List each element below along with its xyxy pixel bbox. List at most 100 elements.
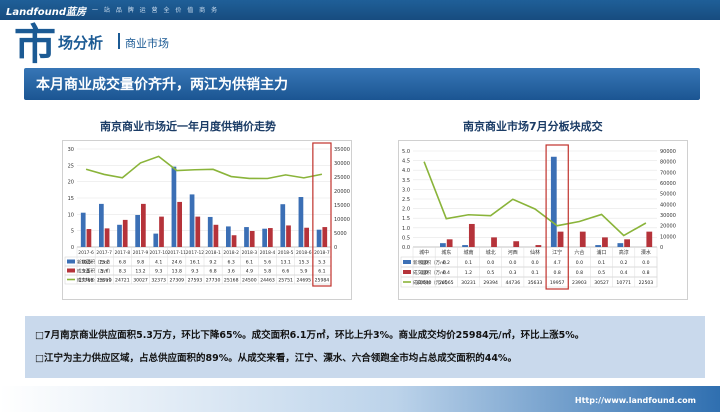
- chart1-table-cell: 27730: [206, 278, 221, 284]
- chart2-legend-swatch: [403, 260, 411, 264]
- chart1-table-cell: 27768: [79, 278, 94, 284]
- chart1-bar-deal: [177, 201, 183, 247]
- chart2-table-cell: 0.8: [554, 270, 561, 276]
- chart2-y2tick-label: 30000: [660, 213, 676, 219]
- chart2-category-label: 仙林: [530, 249, 540, 256]
- chart1-bar-deal: [231, 235, 237, 247]
- chart2-bar-deal: [602, 237, 608, 247]
- chart1-y2tick-label: 10000: [334, 217, 350, 223]
- chart1-y2tick-label: 15000: [334, 203, 350, 209]
- chart1-ytick-label: 20: [68, 180, 74, 186]
- section-divider: [118, 33, 120, 49]
- chart1-category-label: 2018-4: [260, 250, 276, 256]
- chart1-table-cell: 13.2: [135, 269, 145, 275]
- chart1-category-label: 2018-7: [314, 250, 330, 256]
- chart2-table-cell: 0.4: [443, 270, 450, 276]
- chart1-table-cell: 6.1: [246, 260, 253, 266]
- chart2-y2tick-label: 20000: [660, 224, 676, 230]
- chart1-table-cell: 3.6: [228, 269, 235, 275]
- chart1-category-label: 2017-12: [186, 250, 205, 256]
- chart1-y2tick-label: 0: [334, 245, 337, 251]
- chart2-table-cell: 0.5: [598, 270, 605, 276]
- chart1-table-cell: 30027: [133, 278, 148, 284]
- brand-slogan: 一 站 品 牌 运 营 全 价 值 商 务: [92, 7, 220, 14]
- chart1-table-cell: 6.1: [318, 269, 325, 275]
- chart1-table-cell: 6.8: [119, 260, 126, 266]
- chart1-table-cell: 5.8: [264, 269, 271, 275]
- headline-banner: 本月商业成交量价齐升，两江为供销主力: [24, 68, 700, 100]
- chart2-category-label: 溧水: [641, 249, 651, 256]
- chart2-table-cell: 44736: [506, 280, 521, 286]
- chart1-y2tick-label: 25000: [334, 175, 350, 181]
- chart2-ytick-label: 3.0: [402, 187, 410, 193]
- chart2-bar-deal: [579, 231, 586, 247]
- chart1-bar-deal: [213, 224, 219, 247]
- chart2-table-cell: 0.0: [642, 260, 649, 266]
- chart1-bar-deal: [159, 216, 164, 247]
- chart1-bar-supply: [207, 216, 213, 247]
- chart2-legend-label: 新增面积（万㎡）: [413, 259, 449, 266]
- chart2-y2tick-label: 40000: [660, 202, 676, 208]
- chart1-bar-supply: [280, 204, 286, 247]
- chart2-bar-deal: [646, 231, 653, 247]
- chart2-table-cell: 80000: [417, 280, 432, 286]
- chart2-bar-deal: [513, 241, 520, 247]
- chart2-table-cell: 0.1: [465, 260, 472, 266]
- chart1-bar-supply: [135, 214, 140, 247]
- chart2-table-cell: 30527: [594, 280, 609, 286]
- chart2-frame: 0.0 0.5 1.0 1.5 2.0 2.5 3.0 3.5 4.0 4.5 5.0 0 10000 2…: [398, 140, 688, 300]
- chart1-y2tick-label: 5000: [334, 231, 347, 237]
- section-title: 场分析: [58, 34, 104, 52]
- chart2-highlight-box: [545, 144, 569, 290]
- chart1-category-label: 2018-2: [223, 250, 239, 256]
- chart2-category-label: 城东: [441, 249, 451, 256]
- chart2-y2tick-label: 0: [660, 245, 663, 251]
- chart2-ytick-label: 1.5: [402, 216, 410, 222]
- chart1-legend-label: 成交均价（元/㎡）: [77, 277, 115, 284]
- chart1-price-line: [85, 155, 323, 180]
- chart1-table-cell: 9.3: [191, 269, 198, 275]
- chart2-title: 南京商业市场7月分板块成交: [463, 120, 603, 133]
- chart2-table-cell: 0.1: [598, 260, 605, 266]
- summary-line-1: □7月南京商业供应面积5.3万方，环比下降65%。成交面积6.1万㎡，环比上升3…: [35, 330, 585, 341]
- brand-logo: Landfound蓝房: [6, 7, 87, 18]
- chart2-table-cell: 0.0: [531, 260, 538, 266]
- chart1-table-cell: 25984: [315, 278, 330, 284]
- chart1-y2tick-label: 30000: [334, 161, 350, 167]
- chart1-category-label: 2017-6: [78, 250, 94, 256]
- chart2-table-cell: 0.2: [443, 260, 450, 266]
- chart1-bar-supply: [316, 229, 322, 247]
- chart2-legend-label: 成交均价（元/㎡）: [413, 279, 451, 286]
- chart2-y2tick-label: 10000: [660, 234, 676, 240]
- chart1-ytick-label: 15: [68, 196, 74, 202]
- chart1-ytick-label: 30: [68, 147, 74, 153]
- chart1-svg: 0 5 10 15 20 25 30 0 5000 10000 15000 20000 25000 300…: [64, 142, 350, 287]
- summary-line-2: □江宁为主力供应区域，占总供应面积的89%。从成交来看，江宁、溧水、六合领跑全市…: [35, 353, 517, 364]
- chart1-bar-supply: [189, 194, 195, 247]
- chart1-table-cell: 25919: [97, 278, 112, 284]
- chart2-table-cell: 0.0: [420, 270, 427, 276]
- chart2-y2tick-label: 70000: [660, 170, 676, 176]
- chart2-category-label: 城中: [419, 249, 429, 256]
- chart2-table-cell: 1.2: [465, 270, 472, 276]
- chart1-table-cell: 9.3: [155, 269, 162, 275]
- footer-url: Http://www.landfound.com: [574, 396, 696, 405]
- chart1-ytick-label: 10: [68, 212, 74, 218]
- chart1-category-label: 2017-10: [149, 250, 168, 256]
- chart1-table-cell: 5.6: [264, 260, 271, 266]
- chart1-category-label: 2017-8: [115, 250, 131, 256]
- chart1-table-cell: 16.1: [190, 260, 200, 266]
- chart1-category-label: 2018-1: [205, 250, 221, 256]
- chart1-ytick-label: 0: [71, 245, 74, 251]
- chart2-table-cell: 0.1: [531, 270, 538, 276]
- chart2-category-label: 六合: [574, 249, 584, 256]
- chart2-table-cell: 0.0: [487, 260, 494, 266]
- chart1-table-cell: 25168: [224, 278, 239, 284]
- chart2-category-label: 城北: [486, 249, 496, 256]
- chart1-bar-supply: [80, 212, 86, 247]
- chart2-category-label: 城南: [463, 249, 473, 256]
- chart1-table-cell: 5.7: [101, 269, 108, 275]
- chart1-bar-supply: [262, 228, 267, 247]
- chart2-table-cell: 0.5: [487, 270, 494, 276]
- chart1-bar-supply: [244, 227, 249, 247]
